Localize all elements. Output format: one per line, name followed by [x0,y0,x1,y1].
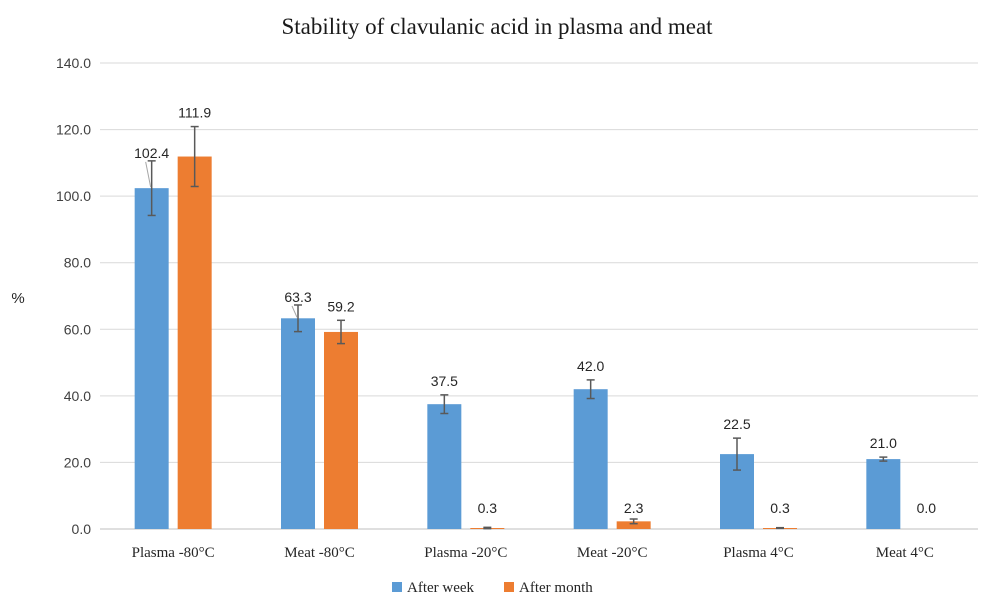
legend-swatch-after-month [504,582,514,592]
bar [281,318,315,529]
x-axis-categories: Plasma -80°C Meat -80°C Plasma -20°C Meat -… [132,545,934,561]
x-category-label: Meat 4°C [876,545,934,561]
x-category-label: Meat -20°C [577,545,648,561]
y-tick-label: 100.0 [56,188,91,204]
x-category-label: Plasma 4°C [723,545,794,561]
y-tick-label: 120.0 [56,122,91,138]
y-axis-ticks: 0.0 20.0 40.0 60.0 80.0 100.0 120.0 140.0 [56,55,91,537]
data-label: 22.5 [723,416,750,432]
label-leader-line [291,305,298,318]
y-axis-label: % [11,290,24,307]
label-leader-lines [145,161,298,318]
legend: After week After month [392,580,593,596]
x-category-label: Plasma -80°C [132,545,215,561]
data-label: 21.0 [870,435,897,451]
data-label: 0.3 [770,500,790,516]
y-tick-label: 60.0 [64,321,91,337]
bar [427,404,462,529]
error-bars [147,125,888,530]
bar [866,459,901,529]
legend-swatch-after-week [392,582,402,592]
data-label: 0.0 [917,500,937,516]
data-label: 2.3 [624,500,644,516]
y-tick-label: 20.0 [64,454,91,470]
y-tick-label: 0.0 [72,521,92,537]
label-leader-line [145,161,152,188]
data-labels: 102.4 63.3 37.5 42.0 22.5 21.0 111.9 59.2 0.3 2.3… [134,105,936,516]
bars [134,156,901,530]
chart-title: Stability of clavulanic acid in plasma a… [281,14,713,39]
data-label: 102.4 [134,145,169,161]
bar [134,188,169,529]
data-label: 111.9 [178,105,211,121]
y-tick-label: 140.0 [56,55,91,71]
bar [177,156,212,530]
data-label: 42.0 [577,358,604,374]
y-tick-label: 40.0 [64,388,91,404]
data-label: 59.2 [327,298,354,314]
bar [573,389,608,529]
bar [324,331,358,529]
legend-label-after-week: After week [407,580,475,596]
x-category-label: Meat -80°C [284,545,355,561]
data-label: 63.3 [284,289,311,305]
y-tick-label: 80.0 [64,255,91,271]
legend-label-after-month: After month [519,580,593,596]
bar [616,521,651,529]
grid-lines [100,62,978,530]
data-label: 0.3 [478,500,498,516]
data-label: 37.5 [431,373,458,389]
x-category-label: Plasma -20°C [424,545,507,561]
